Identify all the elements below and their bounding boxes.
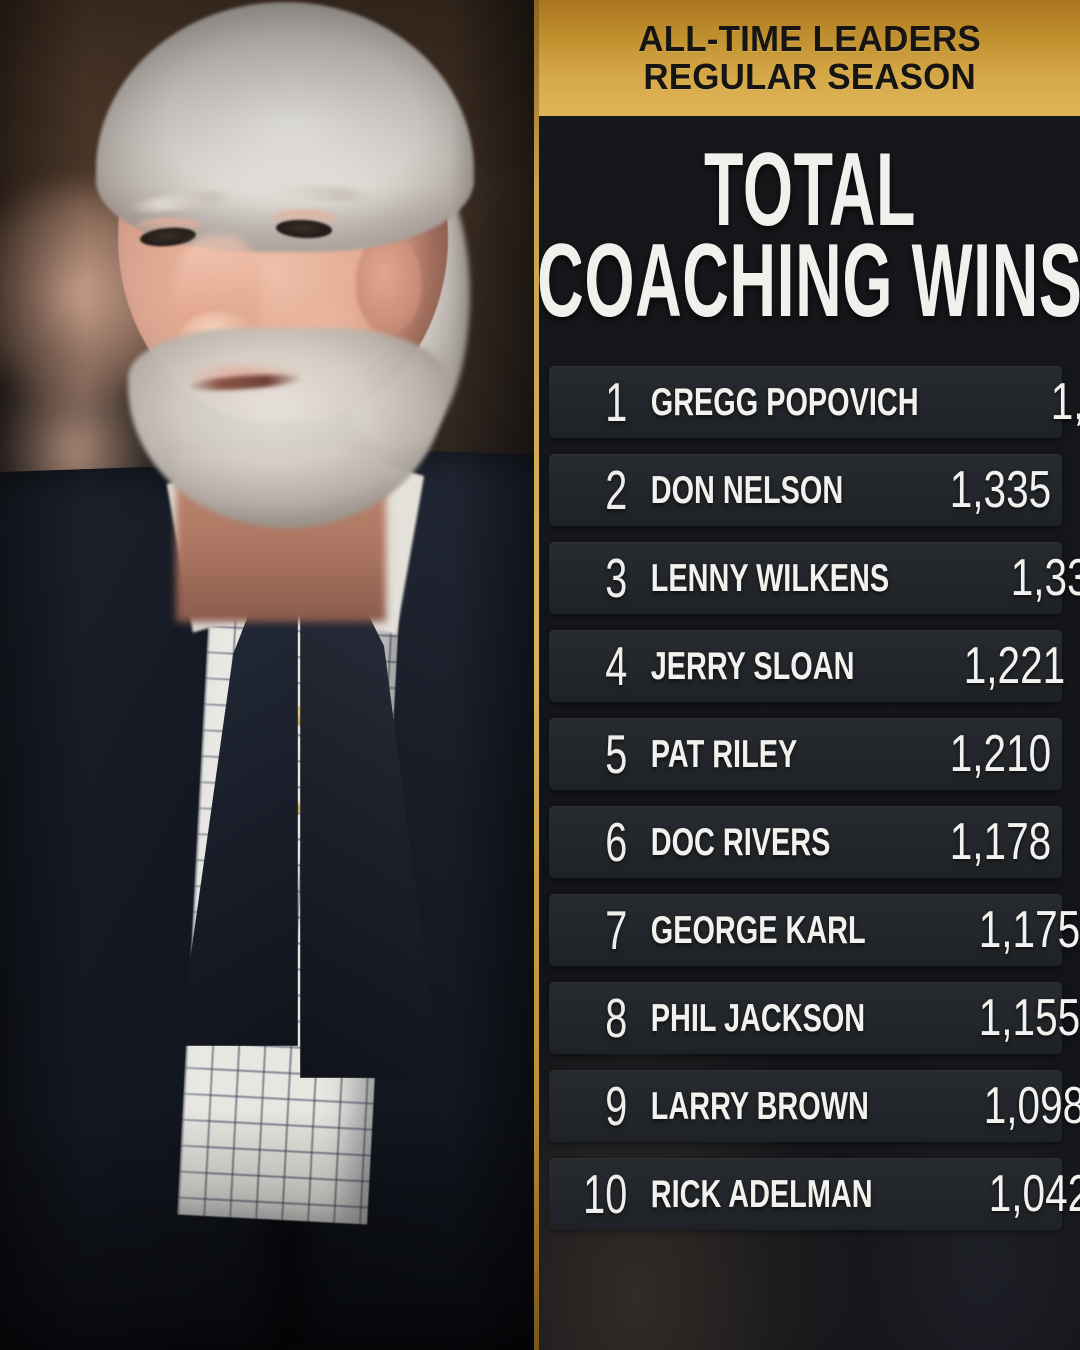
rank-number: 6 xyxy=(605,810,628,873)
rank-number: 4 xyxy=(605,634,628,697)
coach-name: PAT RILEY xyxy=(650,732,798,776)
win-count: 1,098 xyxy=(983,1077,1080,1135)
rank-number: 7 xyxy=(605,898,628,961)
rank-number: 9 xyxy=(605,1074,628,1137)
stats-panel: ALL-TIME LEADERS REGULAR SEASON TOTAL CO… xyxy=(539,0,1080,1350)
title-line-1: TOTAL xyxy=(703,131,916,248)
coach-name: LENNY WILKENS xyxy=(650,556,890,600)
coach-name: LARRY BROWN xyxy=(650,1084,869,1128)
win-count: 1,332 xyxy=(1010,549,1080,607)
win-count: 1,155 xyxy=(978,989,1080,1047)
title-line-2: COACHING WINS xyxy=(539,223,1080,339)
table-row[interactable]: 10 RICK ADELMAN 1,042 xyxy=(549,1158,1080,1230)
win-count: 1,221 xyxy=(963,637,1066,695)
table-row[interactable]: 6 DOC RIVERS 1,178 xyxy=(549,806,1062,878)
rank-number: 10 xyxy=(583,1162,628,1225)
coach-name: DOC RIVERS xyxy=(650,820,831,864)
table-row[interactable]: 2 DON NELSON 1,335 xyxy=(549,454,1062,526)
table-row[interactable]: 3 LENNY WILKENS 1,332 xyxy=(549,542,1080,614)
table-row[interactable]: 8 PHIL JACKSON 1,155 xyxy=(549,982,1080,1054)
table-row[interactable]: 1 GREGG POPOVICH 1,390 xyxy=(549,366,1080,438)
coach-name: DON NELSON xyxy=(650,468,844,512)
page-title: TOTAL COACHING WINS xyxy=(539,116,1080,356)
header-banner-text: ALL-TIME LEADERS REGULAR SEASON xyxy=(638,17,981,97)
rank-number: 1 xyxy=(605,370,628,433)
header-line-1: ALL-TIME LEADERS xyxy=(638,17,981,59)
win-count: 1,042 xyxy=(988,1165,1080,1223)
win-count: 1,335 xyxy=(949,461,1052,519)
win-count: 1,178 xyxy=(949,813,1052,871)
leaderboard-list: 1 GREGG POPOVICH 1,390 2 DON NELSON 1,33… xyxy=(539,366,1080,1246)
coach-name: GEORGE KARL xyxy=(650,908,866,952)
coach-name: GREGG POPOVICH xyxy=(650,380,919,424)
ear xyxy=(356,234,422,334)
rank-number: 3 xyxy=(605,546,628,609)
win-count: 1,390 xyxy=(1050,373,1080,431)
table-row[interactable]: 7 GEORGE KARL 1,175 xyxy=(549,894,1080,966)
rank-number: 5 xyxy=(605,722,628,785)
table-row[interactable]: 5 PAT RILEY 1,210 xyxy=(549,718,1062,790)
table-row[interactable]: 9 LARRY BROWN 1,098 xyxy=(549,1070,1080,1142)
coach-photo xyxy=(0,0,537,1350)
gold-divider xyxy=(534,0,539,1350)
win-count: 1,175 xyxy=(979,901,1080,959)
header-banner: ALL-TIME LEADERS REGULAR SEASON xyxy=(539,0,1080,116)
rank-number: 8 xyxy=(605,986,628,1049)
win-count: 1,210 xyxy=(949,725,1052,783)
table-row[interactable]: 4 JERRY SLOAN 1,221 xyxy=(549,630,1065,702)
header-line-2: REGULAR SEASON xyxy=(643,56,976,97)
coach-name: RICK ADELMAN xyxy=(650,1172,873,1216)
rank-number: 2 xyxy=(605,458,628,521)
coach-name: JERRY SLOAN xyxy=(650,644,855,688)
coach-name: PHIL JACKSON xyxy=(650,996,866,1040)
